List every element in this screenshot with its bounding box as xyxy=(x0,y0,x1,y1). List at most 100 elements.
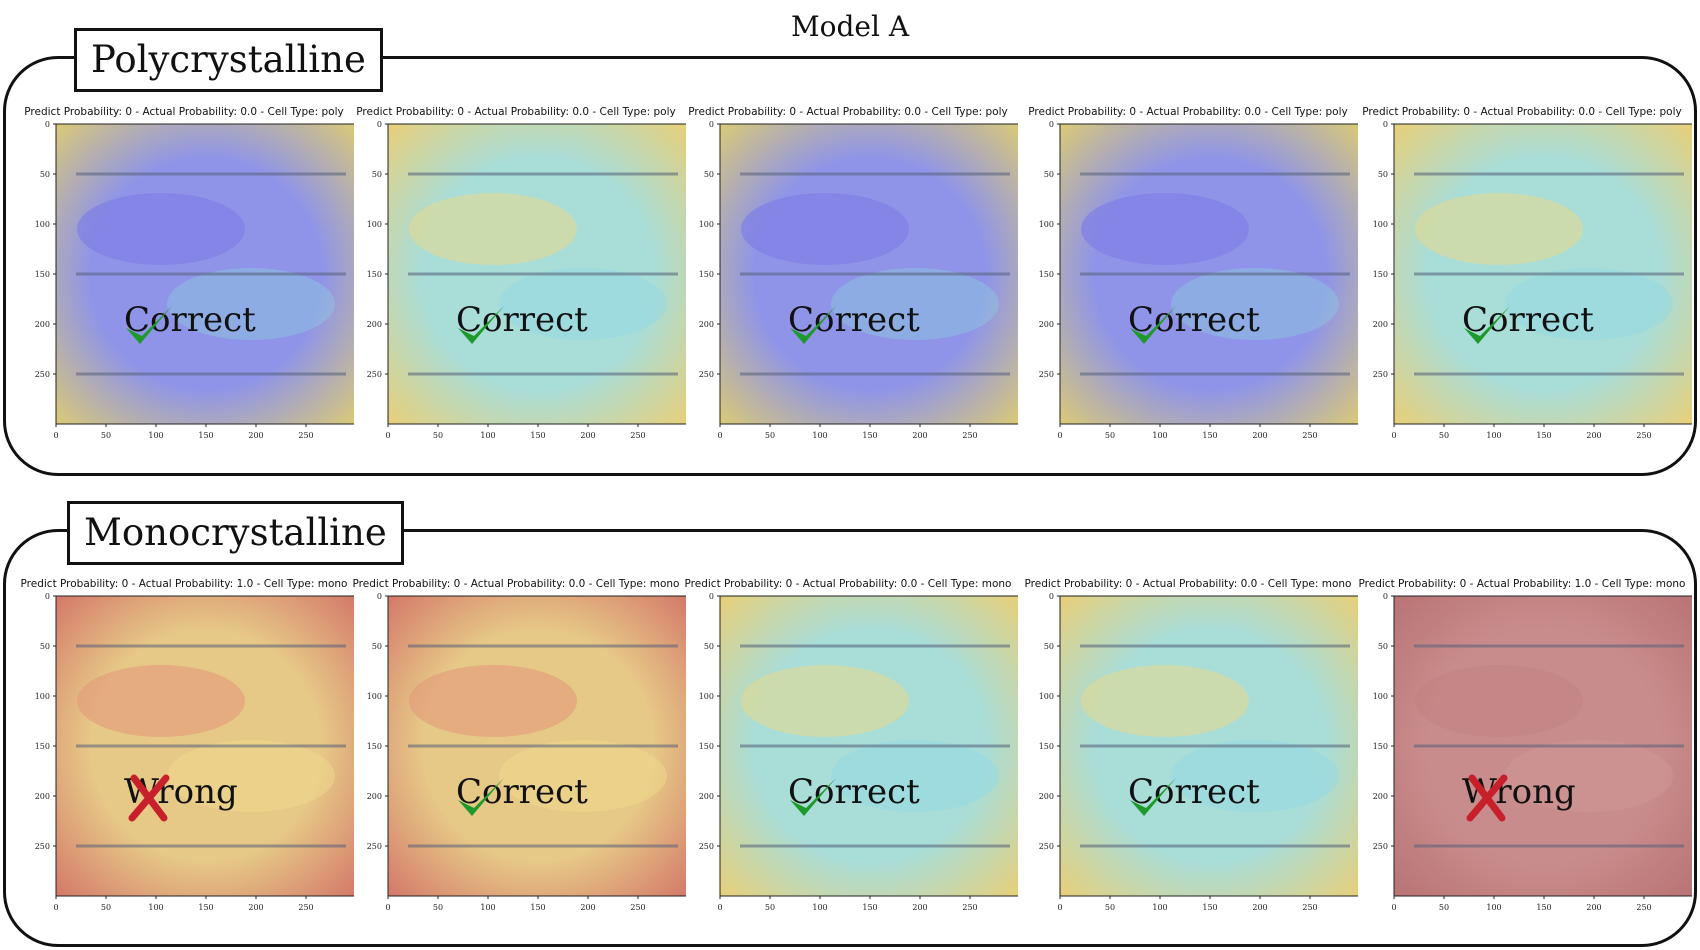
x-tick-label: 150 xyxy=(862,903,877,912)
heatmap-activation-region xyxy=(1171,268,1339,340)
y-tick-label: 100 xyxy=(35,692,50,701)
panel-title: Predict Probability: 0 - Actual Probabil… xyxy=(356,106,676,118)
heatmap-panel: Predict Probability: 0 - Actual Probabil… xyxy=(1352,106,1692,476)
checkmark-icon xyxy=(458,306,504,344)
heatmap-activation-region xyxy=(499,740,667,812)
heatmap-activation-region xyxy=(741,193,909,265)
verdict-correct: Correct xyxy=(1126,300,1260,344)
panel-title: Predict Probability: 0 - Actual Probabil… xyxy=(24,106,344,118)
x-tick-label: 50 xyxy=(1439,431,1449,440)
x-tick-label: 0 xyxy=(717,903,722,912)
y-tick-label: 150 xyxy=(367,270,382,279)
y-tick-label: 0 xyxy=(709,592,714,601)
heatmap-activation-region xyxy=(167,740,335,812)
heatmap-panel: Predict Probability: 0 - Actual Probabil… xyxy=(14,106,354,476)
y-tick-label: 50 xyxy=(1378,170,1388,179)
monocrystalline-group-frame xyxy=(3,529,1697,947)
y-tick-label: 100 xyxy=(35,220,50,229)
y-tick-label: 0 xyxy=(1049,592,1054,601)
panel-title: Predict Probability: 0 - Actual Probabil… xyxy=(688,106,1008,118)
heatmap-activation-region xyxy=(1415,193,1583,265)
x-tick-label: 100 xyxy=(1152,903,1167,912)
x-tick-label: 100 xyxy=(1486,431,1501,440)
verdict-correct: Correct xyxy=(454,300,588,344)
x-tick-label: 100 xyxy=(148,431,163,440)
verdict-correct: Correct xyxy=(786,300,920,344)
y-tick-label: 100 xyxy=(699,692,714,701)
x-tick-label: 150 xyxy=(1202,903,1217,912)
verdict-correct: Correct xyxy=(1126,772,1260,816)
x-tick-label: 250 xyxy=(1302,431,1317,440)
y-tick-label: 250 xyxy=(699,370,714,379)
y-tick-label: 200 xyxy=(699,792,714,801)
x-tick-label: 0 xyxy=(385,903,390,912)
x-tick-label: 200 xyxy=(1586,903,1601,912)
heatmap-axes: 0 50 100 150 200 250 0 50 100 150 200 250 xyxy=(1373,120,1692,440)
panel-title: Predict Probability: 0 - Actual Probabil… xyxy=(1024,578,1352,590)
x-tick-label: 150 xyxy=(530,903,545,912)
y-tick-label: 100 xyxy=(367,220,382,229)
heatmap-axes: 0 50 100 150 200 250 0 50 100 150 200 250 xyxy=(35,120,354,440)
y-tick-label: 50 xyxy=(1378,642,1388,651)
x-tick-label: 50 xyxy=(765,431,775,440)
x-tick-label: 50 xyxy=(101,431,111,440)
y-tick-label: 50 xyxy=(704,642,714,651)
x-tick-label: 200 xyxy=(1586,431,1601,440)
x-tick-label: 250 xyxy=(298,903,313,912)
heatmap-activation-region xyxy=(1415,665,1583,737)
x-tick-label: 0 xyxy=(53,431,58,440)
x-tick-label: 250 xyxy=(962,903,977,912)
heatmap-activation-region xyxy=(741,665,909,737)
x-tick-label: 0 xyxy=(1391,903,1396,912)
y-tick-label: 250 xyxy=(699,842,714,851)
x-tick-label: 0 xyxy=(385,431,390,440)
y-tick-label: 0 xyxy=(1049,120,1054,129)
heatmap-activation-region xyxy=(831,268,999,340)
y-tick-label: 200 xyxy=(699,320,714,329)
heatmap-activation-region xyxy=(167,268,335,340)
heatmap-activation-region xyxy=(1171,740,1339,812)
y-tick-label: 200 xyxy=(1373,792,1388,801)
checkmark-icon xyxy=(1464,306,1510,344)
heatmap-axes: 0 50 100 150 200 250 0 50 100 150 200 250 xyxy=(367,120,686,440)
heatmap-axes: 0 50 100 150 200 250 0 50 100 150 200 250 xyxy=(1039,592,1358,912)
x-tick-label: 0 xyxy=(1391,431,1396,440)
x-tick-label: 200 xyxy=(912,903,927,912)
y-tick-label: 100 xyxy=(1039,220,1054,229)
heatmap-activation-region xyxy=(1505,268,1673,340)
heatmap-panel: Predict Probability: 0 - Actual Probabil… xyxy=(1352,578,1692,948)
x-tick-label: 250 xyxy=(1636,903,1651,912)
y-tick-label: 150 xyxy=(1373,270,1388,279)
heatmap-panel: Predict Probability: 0 - Actual Probabil… xyxy=(1018,578,1358,948)
x-tick-label: 150 xyxy=(1202,431,1217,440)
y-tick-label: 250 xyxy=(367,370,382,379)
y-tick-label: 0 xyxy=(1383,120,1388,129)
y-tick-label: 0 xyxy=(377,592,382,601)
panel-title: Predict Probability: 0 - Actual Probabil… xyxy=(352,578,680,590)
panel-title: Predict Probability: 0 - Actual Probabil… xyxy=(20,578,348,590)
heatmap-activation-region xyxy=(499,268,667,340)
y-tick-label: 50 xyxy=(40,170,50,179)
y-tick-label: 50 xyxy=(372,642,382,651)
heatmap-panel: Predict Probability: 0 - Actual Probabil… xyxy=(14,578,354,948)
x-tick-label: 100 xyxy=(812,431,827,440)
x-tick-label: 50 xyxy=(765,903,775,912)
y-tick-label: 100 xyxy=(699,220,714,229)
cross-icon xyxy=(1466,774,1508,822)
x-tick-label: 0 xyxy=(717,431,722,440)
x-tick-label: 100 xyxy=(480,903,495,912)
y-tick-label: 0 xyxy=(377,120,382,129)
heatmap-axes: 0 50 100 150 200 250 0 50 100 150 200 250 xyxy=(699,592,1018,912)
panel-title: Predict Probability: 0 - Actual Probabil… xyxy=(684,578,1012,590)
y-tick-label: 200 xyxy=(1039,320,1054,329)
y-tick-label: 50 xyxy=(1044,642,1054,651)
y-tick-label: 150 xyxy=(367,742,382,751)
x-tick-label: 250 xyxy=(630,903,645,912)
heatmap-axes: 0 50 100 150 200 250 0 50 100 150 200 250 xyxy=(1373,592,1692,912)
x-tick-label: 100 xyxy=(1152,431,1167,440)
heatmap-activation-region xyxy=(1505,740,1673,812)
verdict-correct: Correct xyxy=(786,772,920,816)
y-tick-label: 50 xyxy=(40,642,50,651)
verdict-correct: Correct xyxy=(1460,300,1594,344)
heatmap-activation-region xyxy=(409,193,577,265)
